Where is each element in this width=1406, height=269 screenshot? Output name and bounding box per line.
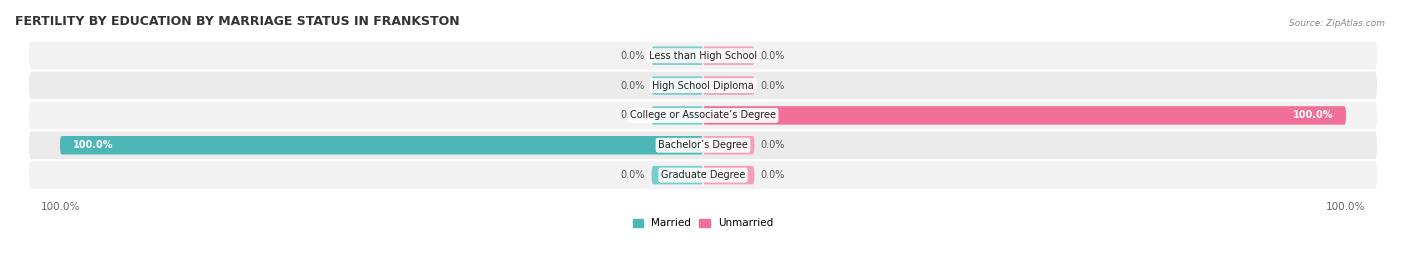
FancyBboxPatch shape xyxy=(651,166,703,184)
FancyBboxPatch shape xyxy=(703,106,1346,125)
FancyBboxPatch shape xyxy=(703,47,755,65)
Legend: Married, Unmarried: Married, Unmarried xyxy=(633,218,773,228)
FancyBboxPatch shape xyxy=(703,76,755,95)
FancyBboxPatch shape xyxy=(651,106,703,125)
Text: College or Associate’s Degree: College or Associate’s Degree xyxy=(630,110,776,121)
Text: FERTILITY BY EDUCATION BY MARRIAGE STATUS IN FRANKSTON: FERTILITY BY EDUCATION BY MARRIAGE STATU… xyxy=(15,15,460,28)
FancyBboxPatch shape xyxy=(651,76,703,95)
Text: Graduate Degree: Graduate Degree xyxy=(661,170,745,180)
FancyBboxPatch shape xyxy=(28,41,1378,71)
FancyBboxPatch shape xyxy=(60,136,703,154)
Text: 100.0%: 100.0% xyxy=(1292,110,1333,121)
FancyBboxPatch shape xyxy=(703,166,755,184)
FancyBboxPatch shape xyxy=(28,101,1378,130)
Text: 0.0%: 0.0% xyxy=(621,110,645,121)
Text: 0.0%: 0.0% xyxy=(761,51,785,61)
FancyBboxPatch shape xyxy=(28,71,1378,101)
Text: Source: ZipAtlas.com: Source: ZipAtlas.com xyxy=(1289,19,1385,28)
Text: 0.0%: 0.0% xyxy=(621,81,645,91)
FancyBboxPatch shape xyxy=(28,130,1378,160)
Text: 100.0%: 100.0% xyxy=(73,140,114,150)
FancyBboxPatch shape xyxy=(651,47,703,65)
Text: 0.0%: 0.0% xyxy=(621,51,645,61)
Text: 0.0%: 0.0% xyxy=(761,81,785,91)
Text: 0.0%: 0.0% xyxy=(761,170,785,180)
FancyBboxPatch shape xyxy=(28,160,1378,190)
Text: High School Diploma: High School Diploma xyxy=(652,81,754,91)
FancyBboxPatch shape xyxy=(703,136,755,154)
Text: Less than High School: Less than High School xyxy=(650,51,756,61)
Text: 0.0%: 0.0% xyxy=(761,140,785,150)
Text: Bachelor’s Degree: Bachelor’s Degree xyxy=(658,140,748,150)
Text: 0.0%: 0.0% xyxy=(621,170,645,180)
